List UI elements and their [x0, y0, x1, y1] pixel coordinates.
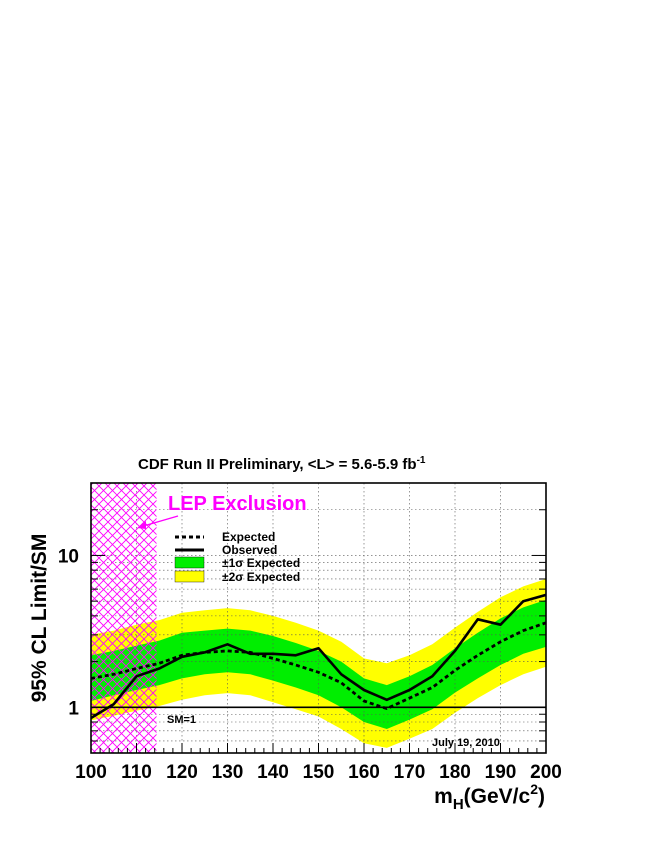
- legend-swatch: [174, 556, 205, 569]
- date-label: July 19, 2010: [432, 737, 500, 749]
- x-tick-label: 190: [485, 762, 517, 783]
- legend-label: ±2σ Expected: [222, 570, 300, 584]
- axis-ticks: [90, 482, 547, 754]
- x-tick-labels: 100 110 120 130 140 150 160 170 180 190 200: [75, 762, 562, 783]
- y-tick-label: 10: [58, 546, 79, 567]
- x-tick-label: 120: [166, 762, 198, 783]
- x-tick-label: 160: [348, 762, 380, 783]
- x-tick-label: 180: [439, 762, 471, 783]
- x-tick-label: 170: [394, 762, 426, 783]
- x-tick-label: 110: [121, 762, 152, 783]
- chart-title: CDF Run II Preliminary, <L> = 5.6-5.9 fb…: [138, 455, 426, 473]
- x-tick-label: 100: [75, 762, 107, 783]
- lep-exclusion-label: LEP Exclusion: [168, 493, 307, 515]
- legend-swatch: [174, 570, 205, 583]
- limit-lines: [91, 593, 546, 720]
- y-tick-label: 1: [68, 698, 79, 719]
- legend-label: Observed: [222, 543, 277, 557]
- expected-line: [91, 621, 546, 710]
- x-tick-label: 150: [303, 762, 335, 783]
- legend-label: ±1σ Expected: [222, 556, 300, 570]
- x-axis-label: mH(GeV/c2): [434, 781, 545, 813]
- sm-label: SM=1: [167, 714, 196, 726]
- y-tick-labels: 1 10: [58, 546, 80, 719]
- observed-line: [91, 593, 546, 720]
- x-tick-label: 130: [212, 762, 244, 783]
- lep-arrow: [137, 515, 179, 529]
- legend-label: Expected: [222, 530, 275, 544]
- x-tick-label: 140: [257, 762, 289, 783]
- x-tick-label: 200: [530, 762, 562, 783]
- y-axis-label: 95% CL Limit/SM: [28, 534, 51, 703]
